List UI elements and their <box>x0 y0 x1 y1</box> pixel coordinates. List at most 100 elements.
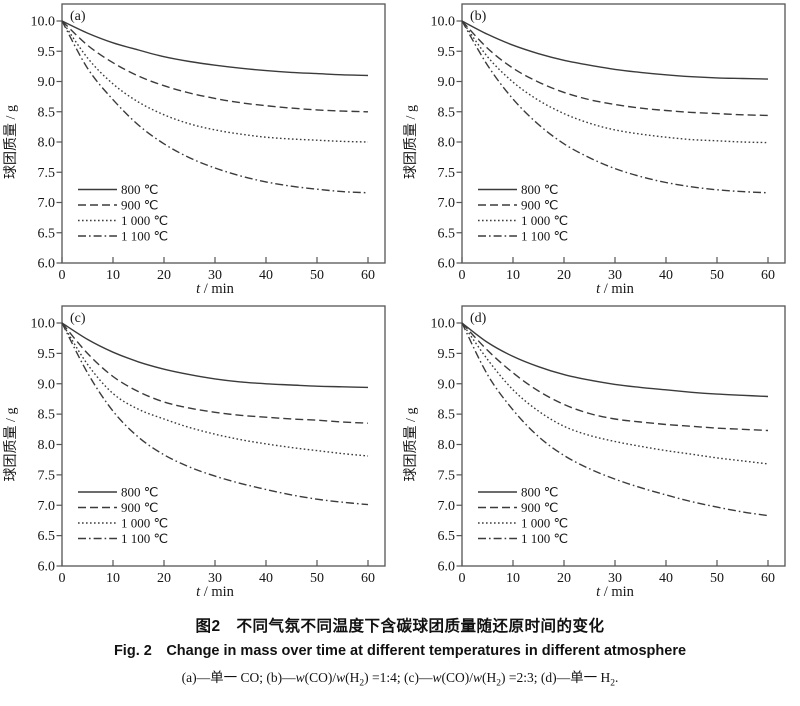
x-tick-label: 40 <box>659 571 673 586</box>
chart-canvas-a: 6.0 6.5 7.0 7.5 8.0 8.5 9.0 9.5 10.0 0 10 20 30 40 50 6… <box>3 3 386 297</box>
y-tick-label: 7.0 <box>38 196 56 211</box>
panel-label: (b) <box>470 9 487 24</box>
x-axis: 0 10 20 30 40 50 60 <box>459 560 775 586</box>
y-tick-label: 8.5 <box>438 105 456 120</box>
legend-label: 800 ℃ <box>521 182 558 197</box>
legend-label: 1 000 ℃ <box>121 213 168 228</box>
x-tick-label: 20 <box>157 268 171 283</box>
y-tick-label: 9.0 <box>438 75 456 90</box>
series-900℃ <box>461 20 769 117</box>
x-axis: 0 10 20 30 40 50 60 <box>459 257 775 283</box>
caption-title-en: Fig. 2 Change in mass over time at diffe… <box>113 643 687 659</box>
y-tick-label: 6.0 <box>38 560 56 575</box>
y-tick-label: 9.5 <box>38 45 56 60</box>
series-1100℃ <box>461 322 769 517</box>
y-tick-label: 7.5 <box>38 166 56 181</box>
y-tick-label: 6.5 <box>38 226 56 241</box>
caption-panel-notes: (a)—单一 CO; (b)—w(CO)/w(H2) =1:4; (c)—w(C… <box>181 670 619 689</box>
y-tick-label: 9.0 <box>38 377 56 392</box>
legend-label: 800 ℃ <box>121 182 158 197</box>
y-tick-label: 8.5 <box>438 408 456 423</box>
x-tick-label: 30 <box>608 571 622 586</box>
x-axis: 0 10 20 30 40 50 60 <box>59 257 375 283</box>
x-tick-label: 10 <box>106 571 120 586</box>
y-axis: 6.0 6.5 7.0 7.5 8.0 8.5 9.0 9.5 10.0 <box>431 15 462 272</box>
series-900℃ <box>61 20 369 113</box>
series-800℃ <box>461 322 769 398</box>
plot-frame <box>61 3 386 264</box>
x-tick-label: 40 <box>259 268 273 283</box>
y-tick-label: 7.5 <box>438 166 456 181</box>
x-tick-label: 0 <box>459 571 466 586</box>
x-tick-label: 20 <box>557 571 571 586</box>
series-800℃ <box>61 20 369 77</box>
chart-canvas-c: 6.0 6.5 7.0 7.5 8.0 8.5 9.0 9.5 10.0 0 10 20 30 40 50 6… <box>3 305 386 600</box>
legend-label: 1 100 ℃ <box>521 531 568 546</box>
series-1000℃ <box>461 322 769 465</box>
y-tick-label: 6.5 <box>438 529 456 544</box>
legend-label: 1 100 ℃ <box>121 531 168 546</box>
y-axis: 6.0 6.5 7.0 7.5 8.0 8.5 9.0 9.5 10.0 <box>431 317 462 575</box>
chart-canvas-b: 6.0 6.5 7.0 7.5 8.0 8.5 9.0 9.5 10.0 0 10 20 30 40 50 6… <box>403 3 786 297</box>
figure-caption: 图2 不同气氛不同温度下含碳球团质量随还原时间的变化 Fig. 2 Change… <box>0 614 800 689</box>
x-tick-label: 20 <box>157 571 171 586</box>
y-tick-label: 10.0 <box>431 15 456 30</box>
x-axis-title: t / min <box>596 584 635 600</box>
legend-label: 1 000 ℃ <box>521 213 568 228</box>
chart-panel-d: 6.0 6.5 7.0 7.5 8.0 8.5 9.0 9.5 10.0 0 10 20 30 40 50 6… <box>400 300 800 613</box>
chart-panel-c: 6.0 6.5 7.0 7.5 8.0 8.5 9.0 9.5 10.0 0 10 20 30 40 50 6… <box>0 300 400 613</box>
x-tick-label: 60 <box>361 268 375 283</box>
series-900℃ <box>61 322 369 424</box>
y-axis-title: 球团质量 / g <box>403 105 419 179</box>
y-tick-label: 7.5 <box>38 468 56 483</box>
y-tick-label: 6.5 <box>38 529 56 544</box>
series-800℃ <box>61 322 369 389</box>
legend-label: 900 ℃ <box>521 198 558 213</box>
y-tick-label: 9.0 <box>38 75 56 90</box>
y-tick-label: 9.5 <box>438 347 456 362</box>
y-tick-label: 10.0 <box>31 317 56 332</box>
y-tick-label: 8.0 <box>38 136 56 151</box>
x-tick-label: 50 <box>710 571 724 586</box>
chart-canvas-d: 6.0 6.5 7.0 7.5 8.0 8.5 9.0 9.5 10.0 0 10 20 30 40 50 6… <box>403 305 786 600</box>
plot-frame <box>461 3 786 264</box>
series-1100℃ <box>61 322 369 506</box>
x-tick-label: 60 <box>361 571 375 586</box>
x-tick-label: 0 <box>59 268 66 283</box>
x-tick-label: 30 <box>208 268 222 283</box>
y-tick-label: 9.5 <box>38 347 56 362</box>
x-tick-label: 40 <box>259 571 273 586</box>
legend-label: 900 ℃ <box>121 198 158 213</box>
y-tick-label: 9.5 <box>438 45 456 60</box>
legend-label: 800 ℃ <box>121 485 158 500</box>
series-1100℃ <box>61 20 369 194</box>
series-900℃ <box>461 322 769 432</box>
y-axis: 6.0 6.5 7.0 7.5 8.0 8.5 9.0 9.5 10.0 <box>31 15 62 272</box>
legend-label: 900 ℃ <box>121 500 158 515</box>
chart-panel-b: 6.0 6.5 7.0 7.5 8.0 8.5 9.0 9.5 10.0 0 10 20 30 40 50 6… <box>400 0 800 305</box>
x-tick-label: 30 <box>608 268 622 283</box>
legend-label: 1 000 ℃ <box>521 516 568 531</box>
plot-frame <box>461 305 786 567</box>
caption-title-zh: 图2 不同气氛不同温度下含碳球团质量随还原时间的变化 <box>195 618 605 635</box>
y-tick-label: 8.0 <box>38 438 56 453</box>
y-axis-title: 球团质量 / g <box>3 105 19 179</box>
x-tick-label: 30 <box>208 571 222 586</box>
legend-label: 900 ℃ <box>521 500 558 515</box>
y-tick-label: 8.0 <box>438 136 456 151</box>
y-tick-label: 7.0 <box>438 196 456 211</box>
y-axis: 6.0 6.5 7.0 7.5 8.0 8.5 9.0 9.5 10.0 <box>31 317 62 575</box>
x-tick-label: 50 <box>310 571 324 586</box>
y-tick-label: 7.5 <box>438 468 456 483</box>
series-1000℃ <box>461 20 769 144</box>
x-tick-label: 0 <box>459 268 466 283</box>
x-tick-label: 10 <box>506 268 520 283</box>
x-tick-label: 50 <box>310 268 324 283</box>
x-tick-label: 10 <box>506 571 520 586</box>
chart-panel-a: 6.0 6.5 7.0 7.5 8.0 8.5 9.0 9.5 10.0 0 10 20 30 40 50 6… <box>0 0 400 305</box>
